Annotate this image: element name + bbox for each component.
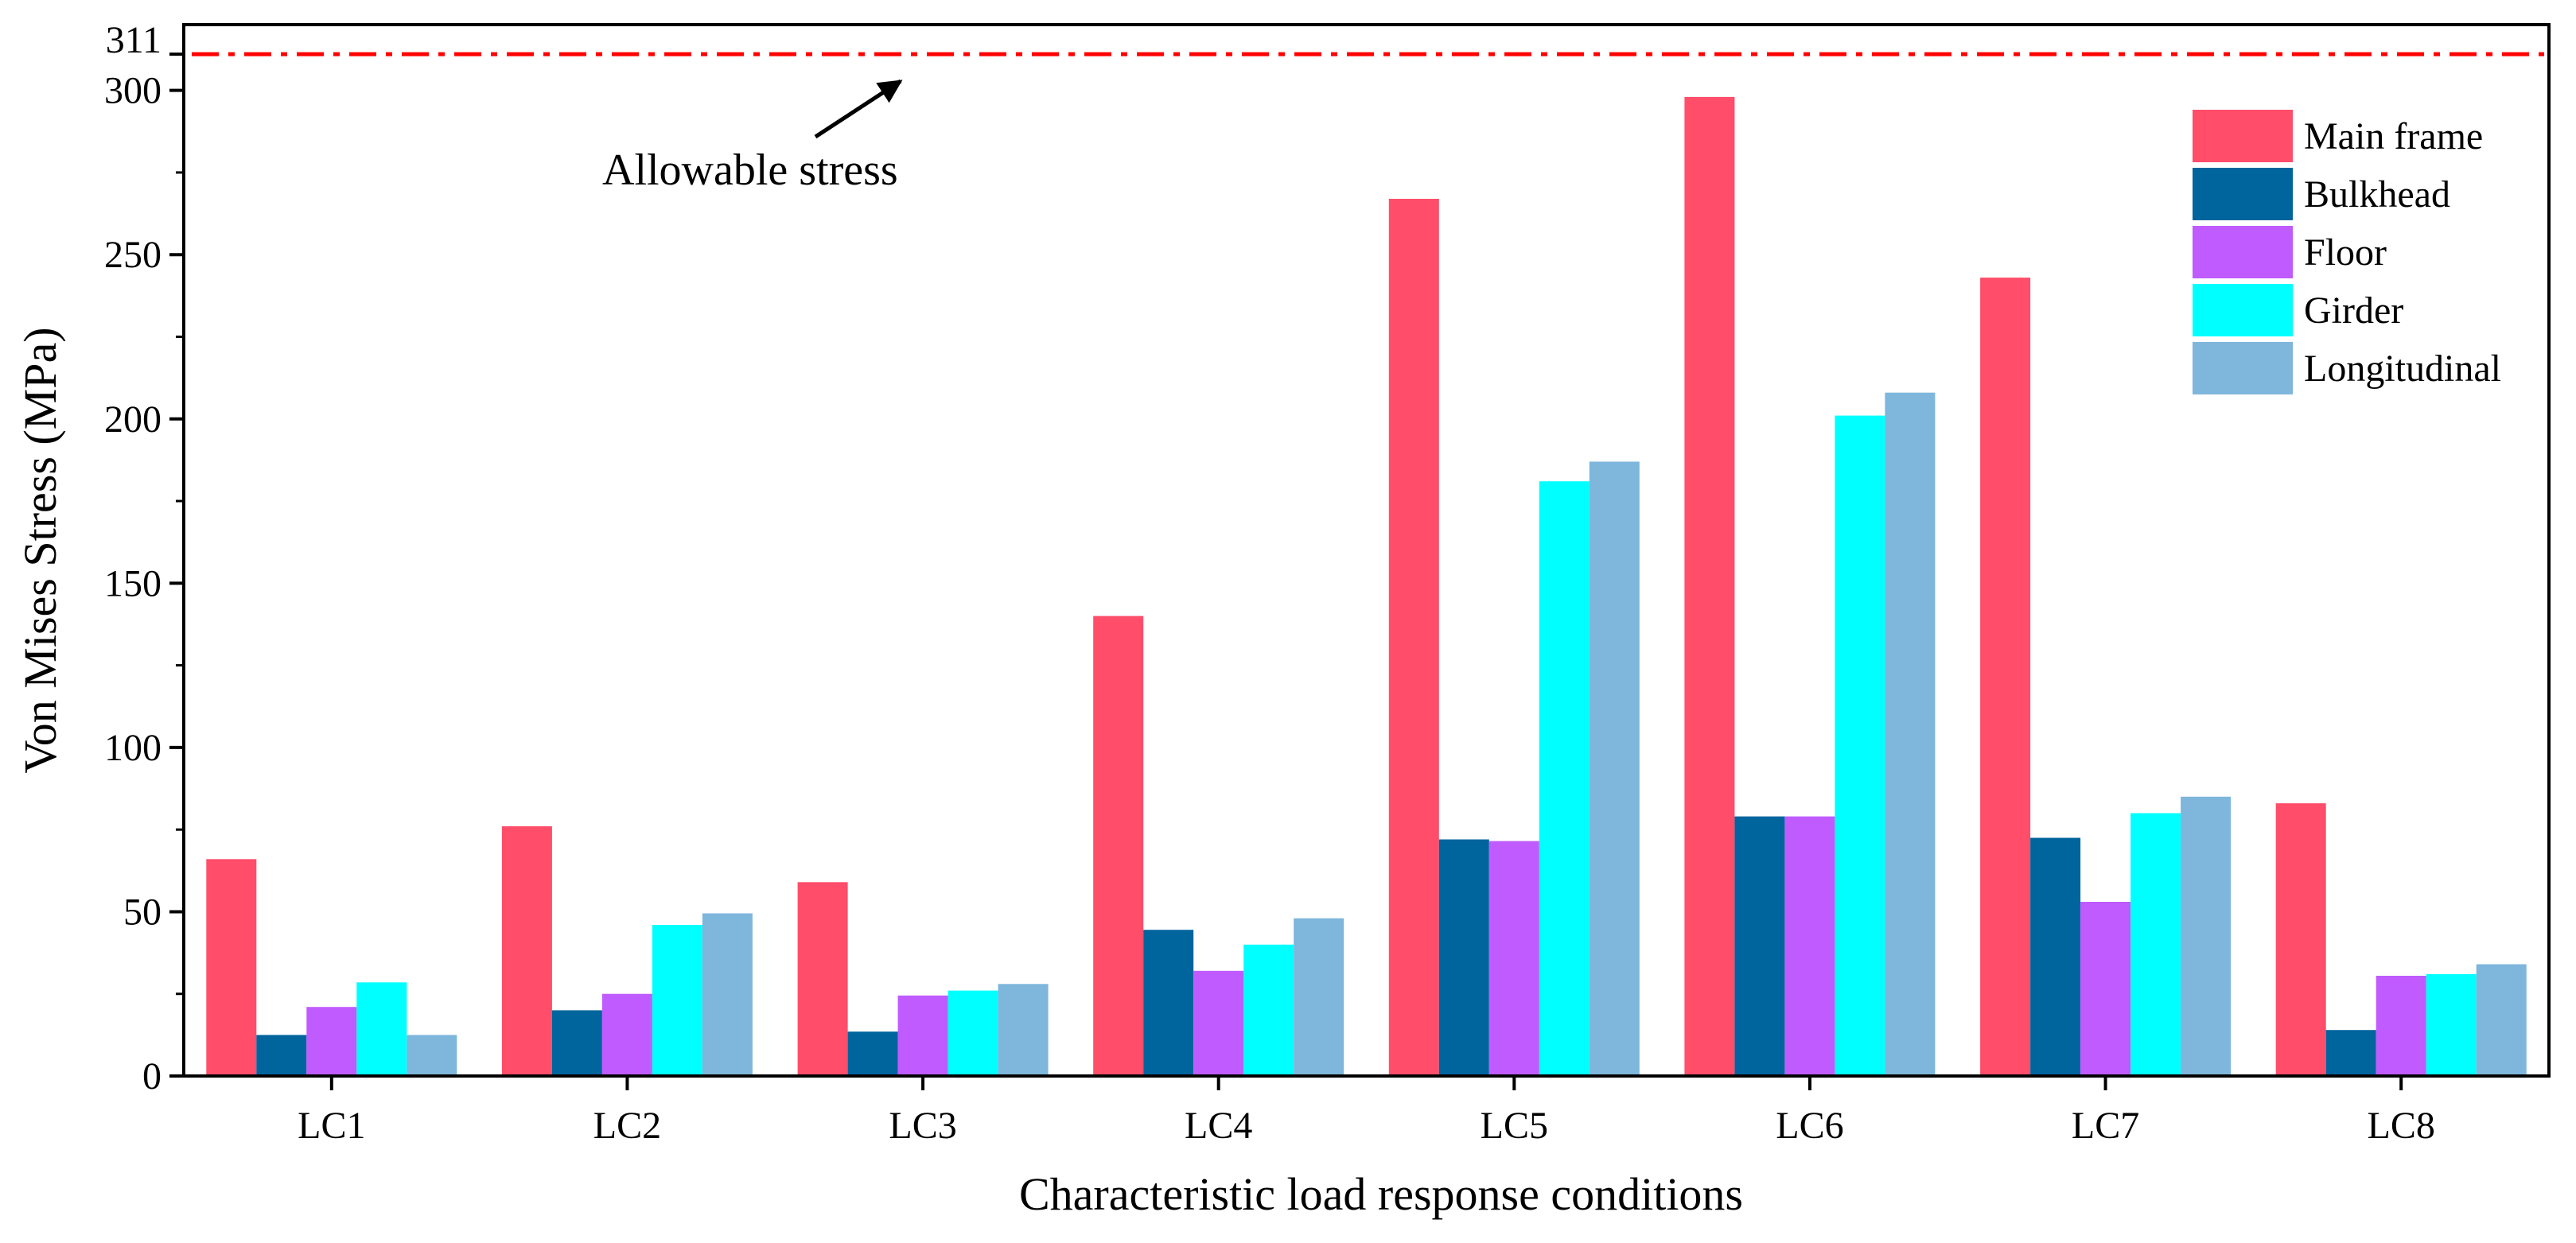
bar-main-frame-lc2 [501, 826, 552, 1076]
y-tick-label-100: 100 [104, 727, 161, 769]
annotation-arrow [814, 79, 903, 139]
y-tick-label-0: 0 [142, 1055, 161, 1097]
bar-floor-lc7 [2080, 902, 2131, 1076]
bar-longitudinal-lc1 [407, 1035, 457, 1076]
bar-bulkhead-lc4 [1143, 930, 1194, 1076]
bar-floor-lc2 [601, 993, 652, 1076]
legend-swatch-floor [2193, 226, 2293, 278]
bar-floor-lc3 [897, 995, 948, 1076]
y-tick-label-250: 250 [104, 234, 161, 276]
y-tick-label-200: 200 [104, 398, 161, 441]
legend-label-girder: Girder [2304, 289, 2403, 332]
legend-swatch-bulkhead [2193, 168, 2293, 220]
x-tick-label-lc7: LC7 [2072, 1105, 2139, 1147]
bar-main-frame-lc8 [2275, 803, 2326, 1076]
bar-girder-lc1 [356, 982, 407, 1076]
legend-label-floor: Floor [2304, 231, 2387, 274]
bar-floor-lc4 [1193, 970, 1244, 1076]
bar-floor-lc5 [1488, 841, 1539, 1076]
legend-swatch-main-frame [2193, 110, 2293, 162]
bar-bulkhead-lc2 [551, 1010, 602, 1076]
bar-bulkhead-lc8 [2325, 1030, 2376, 1076]
bar-main-frame-lc1 [206, 859, 257, 1076]
bar-girder-lc2 [652, 925, 702, 1076]
y-tick-label-150: 150 [104, 562, 161, 604]
bar-floor-lc6 [1784, 816, 1835, 1076]
bar-girder-lc5 [1539, 481, 1590, 1076]
legend-swatch-longitudinal [2193, 342, 2293, 394]
bar-bulkhead-lc5 [1438, 839, 1489, 1076]
x-tick-label-lc2: LC2 [593, 1105, 661, 1147]
bar-longitudinal-lc4 [1294, 918, 1344, 1076]
bar-bulkhead-lc1 [256, 1035, 307, 1076]
bar-main-frame-lc3 [797, 882, 848, 1076]
bar-longitudinal-lc3 [998, 984, 1049, 1076]
bar-longitudinal-lc8 [2476, 964, 2527, 1076]
bar-girder-lc6 [1835, 415, 1885, 1076]
bar-girder-lc4 [1243, 944, 1294, 1077]
bar-longitudinal-lc2 [702, 913, 753, 1076]
x-tick-label-lc8: LC8 [2368, 1105, 2435, 1147]
bar-bulkhead-lc3 [847, 1031, 898, 1076]
x-tick-label-lc1: LC1 [298, 1105, 365, 1147]
bar-girder-lc7 [2130, 813, 2181, 1076]
x-tick-label-lc4: LC4 [1185, 1105, 1252, 1147]
legend-label-bulkhead: Bulkhead [2304, 173, 2450, 216]
x-tick-label-lc3: LC3 [889, 1105, 956, 1147]
bar-main-frame-lc7 [1980, 278, 2031, 1077]
bar-main-frame-lc4 [1093, 616, 1144, 1076]
y-tick-label-300: 300 [104, 70, 161, 112]
plot-frame [182, 23, 2551, 1078]
legend-swatch-girder [2193, 284, 2293, 336]
y-tick-label-reference: 311 [106, 19, 161, 61]
bar-main-frame-lc5 [1388, 199, 1439, 1076]
bar-bulkhead-lc7 [2030, 837, 2081, 1076]
bar-floor-lc1 [306, 1007, 357, 1076]
y-axis-title: Von Mises Stress (MPa) [14, 327, 66, 773]
bar-main-frame-lc6 [1684, 96, 1735, 1076]
legend-label-longitudinal: Longitudinal [2304, 348, 2501, 390]
bar-girder-lc8 [2426, 973, 2477, 1076]
bar-longitudinal-lc5 [1589, 461, 1640, 1076]
x-tick-label-lc6: LC6 [1776, 1105, 1843, 1147]
x-tick-label-lc5: LC5 [1481, 1105, 1548, 1147]
legend: Main frame Bulkhead Floor Girder Longitudina… [2193, 110, 2501, 394]
y-tick-label-50: 50 [123, 891, 161, 933]
bar-bulkhead-lc6 [1734, 816, 1785, 1076]
bar-girder-lc3 [948, 990, 998, 1076]
legend-label-main-frame: Main frame [2304, 115, 2483, 157]
annotation-allowable-stress: Allowable stress [602, 146, 898, 195]
bar-longitudinal-lc7 [2181, 796, 2232, 1076]
x-axis-title: Characteristic load response conditions [1019, 1168, 1743, 1220]
bar-floor-lc8 [2376, 976, 2426, 1076]
bar-longitudinal-lc6 [1885, 392, 1936, 1076]
